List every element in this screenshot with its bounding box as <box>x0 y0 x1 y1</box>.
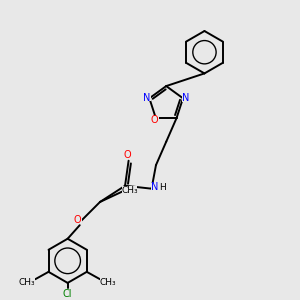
FancyBboxPatch shape <box>182 94 190 102</box>
Text: CH₃: CH₃ <box>121 186 138 195</box>
FancyBboxPatch shape <box>123 151 131 158</box>
FancyBboxPatch shape <box>122 187 137 194</box>
FancyBboxPatch shape <box>100 278 116 286</box>
Text: O: O <box>151 115 158 124</box>
FancyBboxPatch shape <box>142 94 151 101</box>
Text: Cl: Cl <box>63 289 72 299</box>
Text: N: N <box>152 182 159 192</box>
Text: O: O <box>123 150 131 160</box>
Text: CH₃: CH₃ <box>100 278 117 287</box>
FancyBboxPatch shape <box>152 183 165 191</box>
Text: O: O <box>74 215 81 226</box>
FancyBboxPatch shape <box>150 116 159 123</box>
FancyBboxPatch shape <box>73 217 82 224</box>
Text: N: N <box>143 93 150 103</box>
FancyBboxPatch shape <box>19 278 35 286</box>
Text: N: N <box>182 93 190 103</box>
Text: CH₃: CH₃ <box>19 278 35 287</box>
Text: H: H <box>159 183 166 192</box>
FancyBboxPatch shape <box>62 290 73 298</box>
